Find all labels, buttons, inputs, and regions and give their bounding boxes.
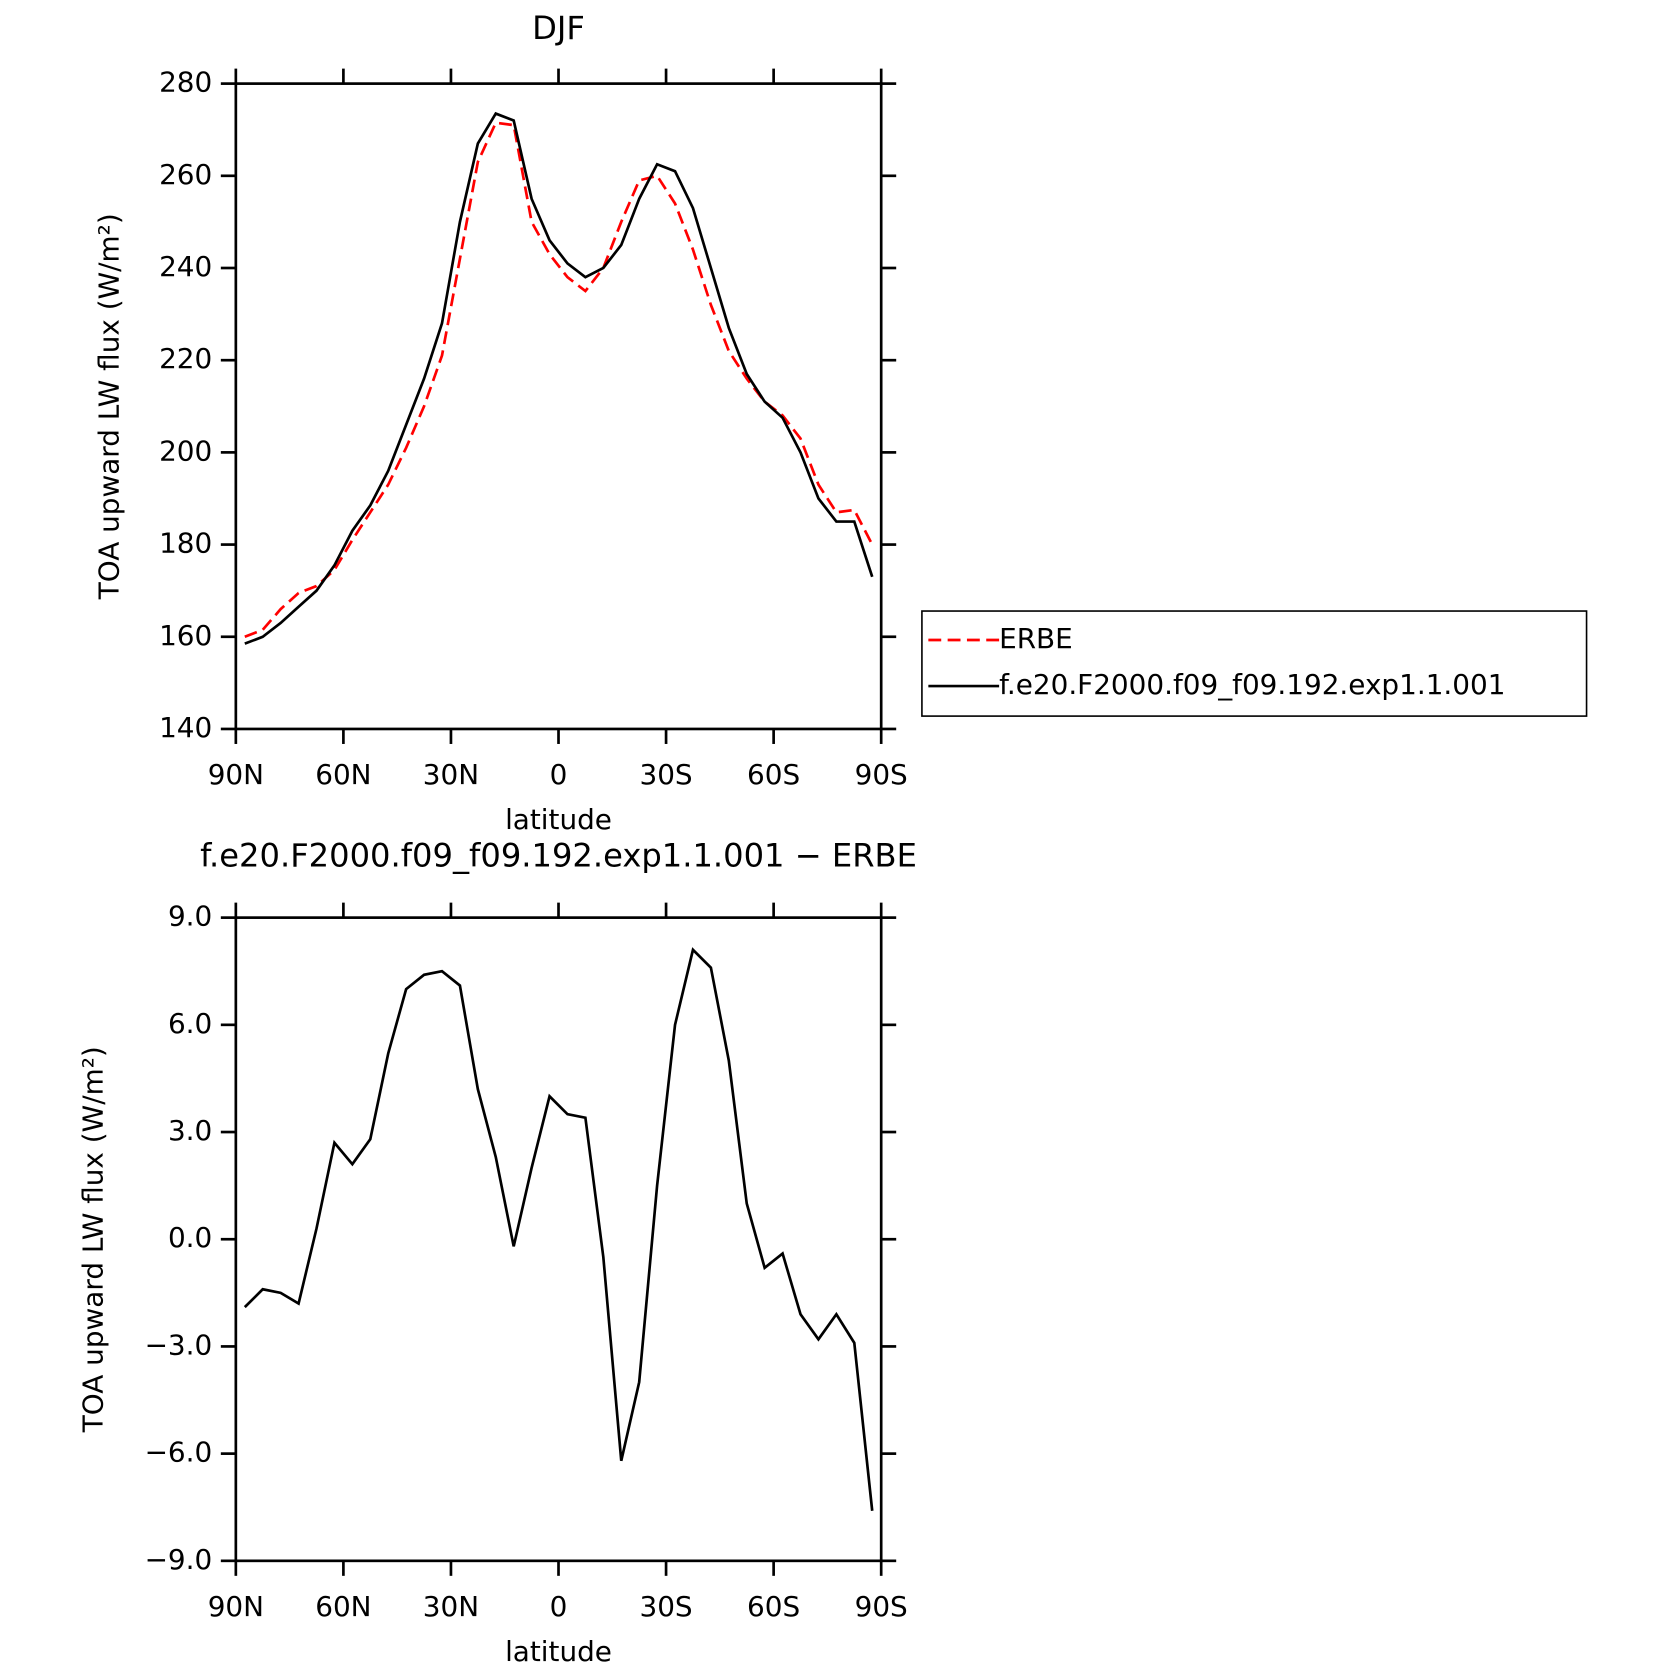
y-tick-label: −6.0: [145, 1436, 213, 1469]
x-tick-label: 60N: [315, 758, 371, 791]
x-tick-label: 60S: [747, 758, 800, 791]
x-tick-label: 30N: [423, 758, 479, 791]
y-tick-label: 160: [159, 619, 212, 652]
y-axis-label: TOA upward LW flux (W/m²): [92, 213, 125, 600]
y-axis-label: TOA upward LW flux (W/m²): [76, 1046, 109, 1433]
y-tick-label: 140: [159, 711, 212, 744]
chart-title: DJF: [532, 9, 585, 47]
series-line: [244, 111, 874, 645]
y-tick-label: 260: [159, 158, 212, 191]
y-tick-label: 180: [159, 527, 212, 560]
y-tick-label: 3.0: [168, 1114, 212, 1147]
axes-frame: [234, 916, 883, 1563]
legend-label: ERBE: [999, 622, 1073, 655]
y-tick-label: 220: [159, 342, 212, 375]
x-tick-label: 0: [550, 758, 568, 791]
x-tick-label: 30N: [423, 1590, 479, 1623]
series-line: [243, 947, 874, 1511]
x-tick-label: 30S: [639, 1590, 692, 1623]
y-tick-label: 280: [159, 66, 212, 99]
y-tick-label: 6.0: [168, 1007, 212, 1040]
x-tick-label: 90N: [208, 1590, 264, 1623]
y-tick-label: 200: [159, 434, 212, 467]
chart-title: f.e20.F2000.f09_f09.192.exp1.1.001 − ERB…: [200, 837, 917, 875]
legend-box: [921, 610, 1588, 717]
x-tick-label: 90S: [855, 1590, 908, 1623]
x-tick-label: 60S: [747, 1590, 800, 1623]
legend-label: f.e20.F2000.f09_f09.192.exp1.1.001: [999, 668, 1505, 701]
plot-area: DJF latitude TOA upward LW flux (W/m²) 140 1…: [76, 9, 1588, 1668]
y-tick-label: −9.0: [145, 1543, 213, 1576]
x-axis-label: latitude: [505, 1635, 612, 1668]
y-tick-label: 0.0: [168, 1221, 212, 1254]
x-tick-label: 90S: [855, 758, 908, 791]
x-tick-label: 30S: [639, 758, 692, 791]
y-tick-label: 240: [159, 250, 212, 283]
series-line: [244, 121, 874, 639]
axes-frame: [234, 82, 883, 731]
y-tick-label: 9.0: [168, 900, 212, 933]
x-tick-label: 0: [550, 1590, 568, 1623]
x-axis-label: latitude: [505, 803, 612, 836]
y-tick-label: −3.0: [145, 1328, 213, 1361]
x-tick-label: 60N: [315, 1590, 371, 1623]
x-tick-label: 90N: [208, 758, 264, 791]
